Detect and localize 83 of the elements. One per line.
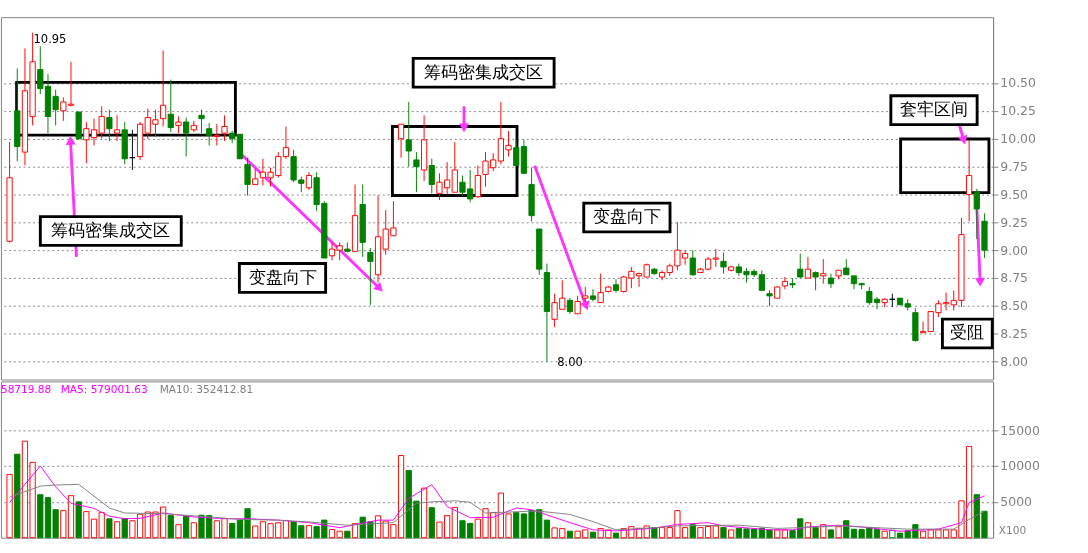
y-tick-label: 9.75 <box>1000 158 1029 174</box>
bar <box>566 530 574 539</box>
candlestick <box>428 158 435 194</box>
candlestick <box>797 253 804 279</box>
candlestick <box>106 109 113 142</box>
annotation: 筹码密集成交区 <box>51 219 171 240</box>
bar <box>175 524 182 539</box>
candlestick <box>758 269 765 291</box>
annotation: 筹码密集成交区 <box>424 61 544 82</box>
candlestick <box>183 117 190 158</box>
text: MA5: 579001.63 <box>60 382 148 395</box>
annotation: 10.95 <box>33 32 67 47</box>
candlestick <box>612 278 620 294</box>
candlestick <box>827 273 835 289</box>
candlestick <box>213 123 220 146</box>
candlestick <box>221 114 228 142</box>
bar <box>827 529 835 539</box>
bar <box>612 532 620 539</box>
bar <box>14 453 21 539</box>
candlestick <box>167 79 174 133</box>
bar <box>689 524 696 539</box>
y-tick-label: 8.25 <box>1000 326 1029 342</box>
bar <box>451 506 458 539</box>
y-tick-label: 9.00 <box>1000 242 1029 258</box>
y-tick-label: 10.25 <box>1000 103 1036 119</box>
text: MA10: 352412.81 <box>159 382 254 395</box>
candlestick <box>966 139 973 222</box>
candlestick <box>812 270 819 291</box>
bar <box>835 526 842 539</box>
bar <box>720 527 727 539</box>
candlestick <box>113 114 121 142</box>
candlestick <box>820 258 827 285</box>
annotation: 58719.88 <box>0 382 52 395</box>
line-series <box>9 465 985 532</box>
candlestick <box>160 50 167 127</box>
y-tick-label: 8.50 <box>1000 298 1029 314</box>
bar <box>183 515 190 539</box>
bar <box>113 521 121 539</box>
annotation: 受阻 <box>950 322 985 343</box>
bar <box>6 473 13 539</box>
y-tick-label: 10.00 <box>1000 131 1037 147</box>
y-tick-label: 10.50 <box>1000 75 1037 91</box>
bar <box>812 527 819 539</box>
candlestick <box>397 123 405 159</box>
candlestick <box>198 109 205 134</box>
annotation: 套牢区间 <box>899 98 968 119</box>
bar <box>420 487 428 539</box>
bar <box>167 515 174 539</box>
bar <box>428 507 435 539</box>
y-tick-label: 8.00 <box>1000 354 1029 370</box>
bar <box>728 529 735 539</box>
candlestick <box>689 249 696 277</box>
y-tick-label: 8.75 <box>1000 270 1029 286</box>
bar <box>305 525 313 539</box>
annotation: 8.00 <box>557 355 583 370</box>
bar <box>121 518 128 539</box>
bar <box>229 522 236 539</box>
annotation: 变盘向下 <box>248 266 317 287</box>
bar <box>106 518 113 539</box>
bar <box>75 501 82 539</box>
candlestick <box>413 151 420 193</box>
text: X100 <box>998 523 1027 536</box>
candlestick <box>597 273 604 304</box>
candlestick <box>206 122 213 146</box>
candlestick <box>804 256 812 279</box>
candlestick <box>781 276 788 290</box>
bar <box>190 522 197 539</box>
y-tick-label: 10000 <box>1000 458 1040 474</box>
annotation: 变盘向下 <box>592 206 661 227</box>
candlestick <box>244 157 251 197</box>
candlestick <box>589 288 597 302</box>
y-tick-label: 9.50 <box>1000 186 1029 202</box>
bar <box>344 530 351 539</box>
y-tick-label: 9.25 <box>1000 214 1029 230</box>
bar <box>712 525 719 539</box>
y-tick-label: 5000 <box>1000 494 1033 510</box>
candlestick <box>720 251 727 275</box>
y-tick-label: 15000 <box>1000 422 1040 438</box>
candlestick <box>451 141 458 193</box>
candlestick <box>367 247 374 306</box>
candlestick <box>474 165 481 199</box>
candlestick <box>405 101 412 168</box>
bar <box>589 531 597 539</box>
